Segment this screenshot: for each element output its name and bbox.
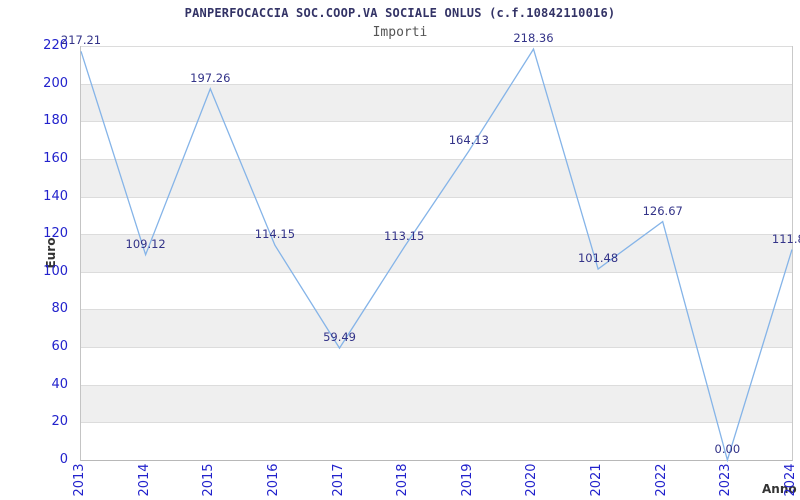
point-label: 217.21 [60,33,102,48]
plot-area: 217.21 109.12 197.26 114.15 59.49 113.15 164.1… [61,31,800,463]
y-tick-label: 100 [43,263,68,279]
point-label: 164.13 [448,133,489,148]
alternating-band [81,309,792,348]
y-tick-label: 160 [43,150,68,166]
chart-title: PANPERFOCACCIA SOC.COOP.VA SOCIALE ONLUS… [184,6,616,20]
alternating-band [81,158,792,197]
gridline [81,83,792,85]
gridline [81,309,792,311]
point-label: 0.00 [714,442,741,456]
point-label: 126.67 [642,203,683,218]
line-series [80,47,793,463]
y-tick-label: 60 [51,339,68,355]
y-tick-label: 220 [43,38,68,53]
y-tick-label: 140 [43,188,68,204]
point-label: 197.26 [190,70,231,85]
y-tick-label: 40 [51,376,68,392]
y-tick-label: 200 [43,75,68,91]
gridline [81,347,792,349]
x-tick-label: 2017 [330,463,346,497]
gridline [81,384,792,386]
x-tick-label: 2020 [524,463,540,497]
point-label: 111.85 [771,231,800,246]
gridline [81,158,792,160]
point-label: 113.15 [384,229,425,244]
gridline [81,121,792,123]
x-tick-label: 2021 [589,463,605,497]
alternating-band [81,384,792,423]
x-tick-label: 2019 [459,463,475,497]
x-tick-label: 2014 [136,463,152,497]
x-tick-label: 2018 [395,463,411,497]
point-label: 114.15 [254,227,296,242]
point-label: 59.49 [323,330,356,345]
x-tick-label: 2013 [72,463,87,497]
point-label: 109.12 [125,236,166,251]
alternating-band [81,234,792,272]
point-label: 101.48 [577,251,619,266]
chart-subtitle: Importi [372,25,428,40]
y-tick-label: 80 [51,301,68,317]
y-tick-label: 180 [43,113,68,129]
point-label: 218.36 [513,31,554,46]
x-tick-label: 2016 [265,463,281,497]
gridline [81,46,792,47]
y-tick-label: 0 [59,452,68,467]
gridline [81,234,792,236]
y-tick-label: 20 [51,414,68,430]
x-tick-label: 2024 [783,463,798,497]
x-tick-label: 2022 [653,463,669,497]
y-tick-label: 120 [43,226,68,242]
gridline [81,422,792,424]
gridline [81,196,792,198]
gridline [81,271,792,273]
x-tick-label: 2023 [718,463,734,497]
x-tick-label: 2015 [201,463,217,497]
x-axis-label: Anno [762,482,797,496]
series-polyline [80,47,793,463]
